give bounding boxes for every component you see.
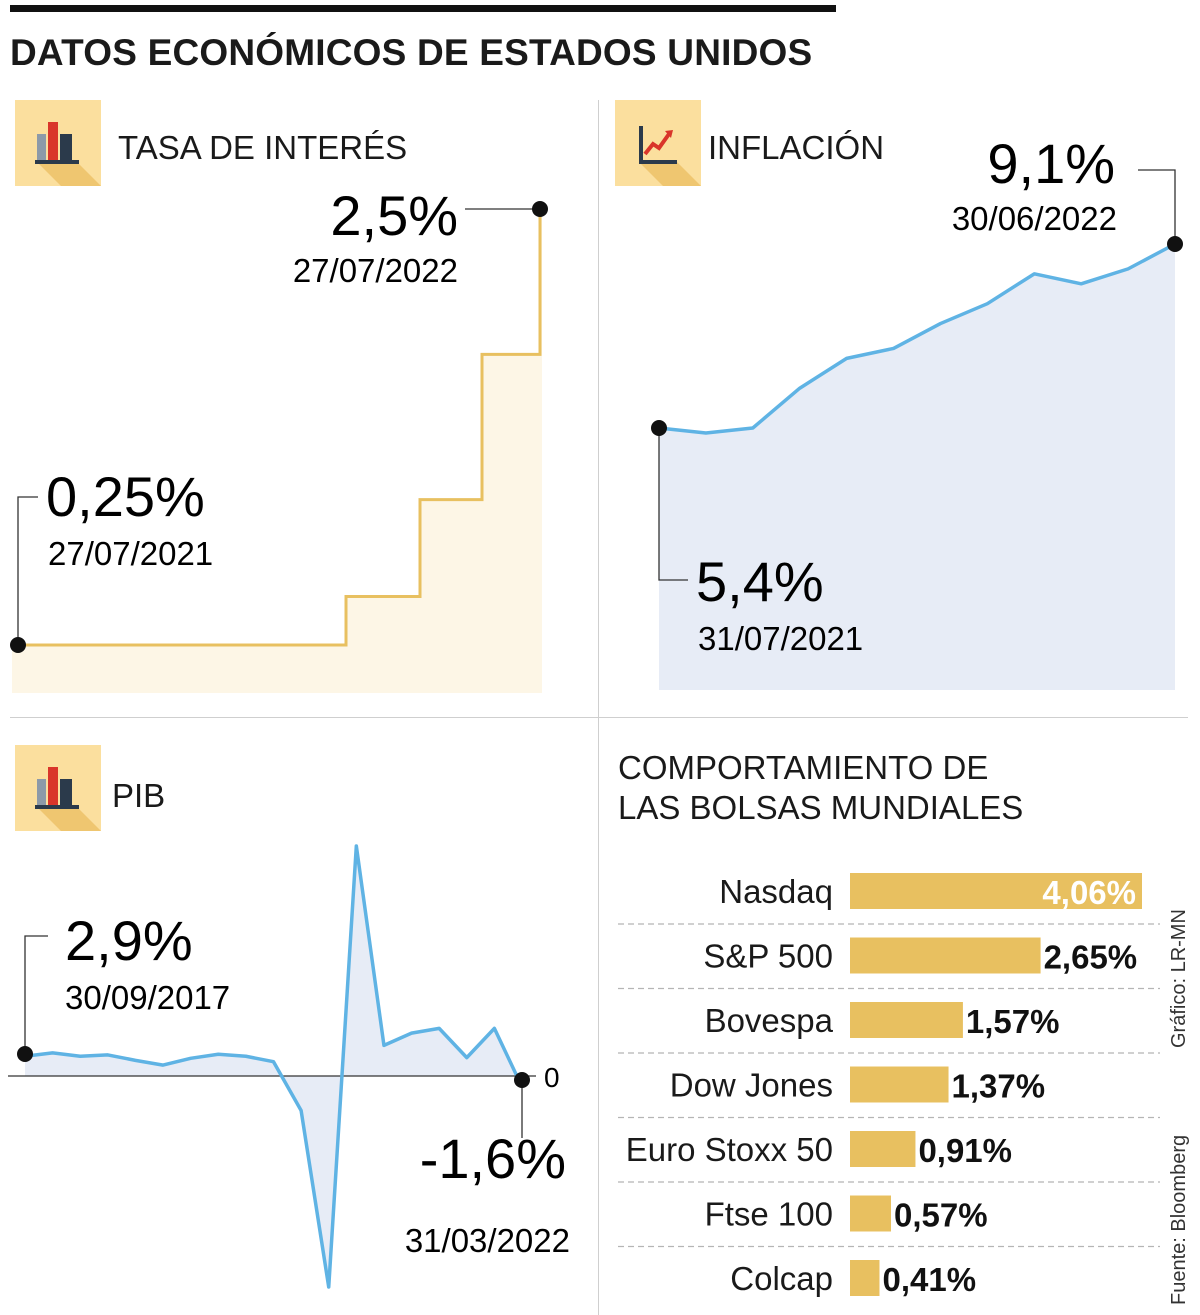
bolsa-label: Dow Jones — [670, 1067, 833, 1104]
tasa-end-value: 2,5% — [330, 184, 458, 247]
pib-line — [24, 844, 524, 1289]
pib-start-leader — [24, 935, 48, 1054]
bolsa-bar — [850, 873, 1142, 909]
tasa-area — [12, 209, 542, 693]
pib-start-date: 30/09/2017 — [65, 979, 230, 1016]
bolsa-label: Colcap — [730, 1260, 833, 1297]
tasa-start-point — [10, 637, 26, 653]
inflacion-start-leader — [658, 428, 688, 581]
bolsa-value: 4,06% — [1042, 874, 1136, 911]
top-rule — [10, 5, 836, 12]
pib-zero-label: 0 — [544, 1062, 560, 1093]
pib-area — [25, 846, 522, 1287]
bolsa-value: 2,65% — [1044, 939, 1138, 976]
bolsas-title: COMPORTAMIENTO DE LAS BOLSAS MUNDIALES — [618, 748, 1078, 828]
inflacion-end-date: 30/06/2022 — [952, 200, 1117, 237]
bar-chart-icon — [15, 100, 101, 186]
bolsa-bar — [850, 1131, 916, 1167]
bolsa-label: Bovespa — [705, 1002, 834, 1039]
inflacion-start-point — [651, 420, 667, 436]
bolsa-value: 0,57% — [894, 1197, 988, 1234]
line-chart-icon — [615, 100, 701, 186]
tasa-end-date: 27/07/2022 — [293, 252, 458, 289]
pib-chart: 0 2,9% 30/09/2017 -1,6% 31/03/2022 — [8, 844, 570, 1289]
bolsas-chart: Nasdaq 4,06% S&P 500 2,65% Bovespa 1,57% Dow J… — [618, 873, 1160, 1298]
inflacion-end-leader — [1138, 169, 1176, 244]
tasa-chart: 0,25% 27/07/2021 2,5% 27/07/2022 — [10, 184, 548, 693]
bolsa-bar — [850, 1002, 963, 1038]
bolsa-label: Euro Stoxx 50 — [626, 1131, 833, 1168]
inflacion-start-value: 5,4% — [696, 550, 824, 613]
pib-end-date: 31/03/2022 — [405, 1222, 570, 1259]
tasa-start-leader — [17, 496, 38, 645]
page-title: DATOS ECONÓMICOS DE ESTADOS UNIDOS — [10, 32, 813, 73]
tasa-end-point — [532, 201, 548, 217]
bolsas-title-line1: COMPORTAMIENTO DE — [618, 749, 989, 786]
bolsa-bar — [850, 1066, 949, 1103]
pib-end-value: -1,6% — [420, 1127, 566, 1190]
bolsa-label: S&P 500 — [703, 938, 833, 975]
vertical-divider — [598, 100, 599, 1315]
pib-start-point — [17, 1046, 33, 1062]
bolsa-bar — [850, 1260, 880, 1296]
pib-title: PIB — [112, 777, 166, 814]
bolsa-value: 1,57% — [966, 1003, 1060, 1040]
inflacion-line — [658, 242, 1176, 435]
tasa-start-value: 0,25% — [46, 465, 205, 528]
tasa-start-date: 27/07/2021 — [48, 535, 213, 572]
inflacion-chart: 5,4% 31/07/2021 9,1% 30/06/2022 — [651, 132, 1183, 690]
bolsa-value: 1,37% — [952, 1068, 1046, 1105]
inflacion-end-value: 9,1% — [987, 132, 1115, 195]
bolsa-label: Nasdaq — [719, 873, 833, 910]
pib-start-value: 2,9% — [65, 909, 193, 972]
inflacion-start-date: 31/07/2021 — [698, 620, 863, 657]
inflacion-area — [659, 244, 1175, 690]
bolsa-value: 0,91% — [918, 1132, 1012, 1169]
tasa-line — [18, 209, 542, 647]
inflacion-title: INFLACIÓN — [708, 129, 885, 166]
bolsa-value: 0,41% — [882, 1261, 976, 1298]
bolsa-bar — [850, 1195, 891, 1232]
bolsas-title-line2: LAS BOLSAS MUNDIALES — [618, 789, 1024, 826]
credit-text: Gráfico: LR-MN — [1168, 909, 1190, 1048]
bar-chart-icon — [15, 745, 101, 831]
bolsa-label: Ftse 100 — [705, 1196, 833, 1233]
horizontal-divider — [10, 717, 1188, 718]
tasa-title: TASA DE INTERÉS — [118, 129, 408, 166]
bolsa-bar — [850, 937, 1041, 974]
inflacion-end-point — [1167, 236, 1183, 252]
pib-end-point — [514, 1072, 530, 1088]
source-text: Fuente: Bloomberg — [1168, 1134, 1190, 1305]
